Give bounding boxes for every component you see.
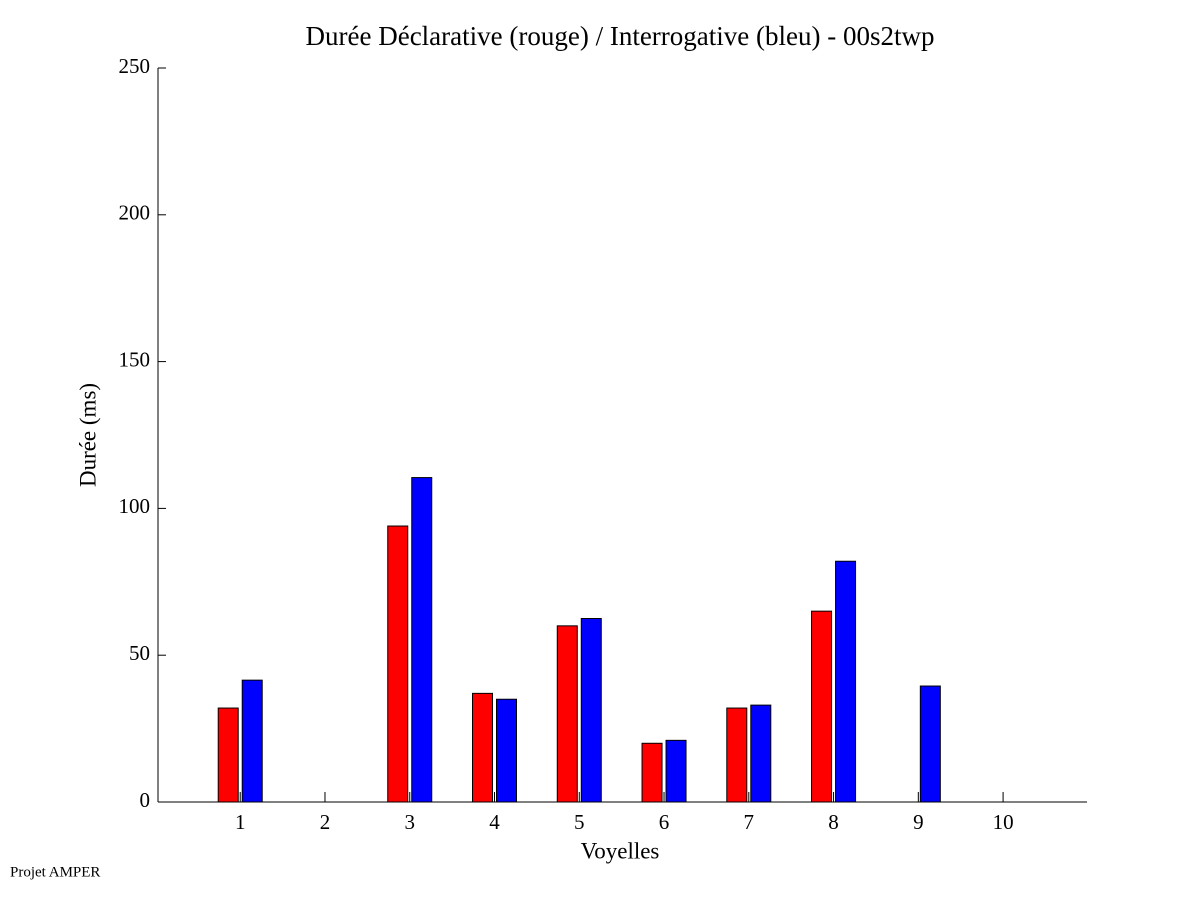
x-tick-label: 9 (913, 810, 924, 834)
bar (835, 560, 857, 803)
x-tick-label: 8 (828, 810, 839, 834)
x-tick-label: 2 (320, 810, 331, 834)
bar (387, 525, 409, 803)
y-tick-label: 150 (119, 347, 151, 371)
bar (750, 704, 772, 803)
bar (919, 685, 941, 803)
bar (641, 742, 663, 803)
y-tick-label: 50 (129, 641, 150, 665)
x-tick-label: 4 (489, 810, 500, 834)
y-tick-label: 100 (119, 494, 151, 518)
y-tick-label: 200 (119, 201, 151, 225)
bar (726, 707, 748, 803)
bar (217, 707, 239, 803)
x-tick-label: 7 (744, 810, 755, 834)
x-tick-label: 1 (235, 810, 246, 834)
bar (472, 692, 494, 803)
x-tick-label: 6 (659, 810, 670, 834)
x-tick-label: 10 (993, 810, 1014, 834)
x-tick-label: 3 (404, 810, 415, 834)
source-note: Projet AMPER (10, 864, 100, 880)
y-tick-label: 0 (140, 788, 151, 812)
x-tick-label: 5 (574, 810, 585, 834)
bar (665, 739, 687, 803)
bar (811, 610, 833, 803)
bar (241, 679, 263, 803)
x-axis-label: Voyelles (581, 838, 660, 863)
chart-title: Durée Déclarative (rouge) / Interrogativ… (306, 21, 935, 51)
bar (496, 698, 518, 803)
bar (580, 618, 602, 803)
y-tick-label: 250 (119, 54, 151, 78)
bar (556, 625, 578, 803)
bar (411, 477, 433, 803)
y-axis-label: Durée (ms) (75, 383, 100, 487)
